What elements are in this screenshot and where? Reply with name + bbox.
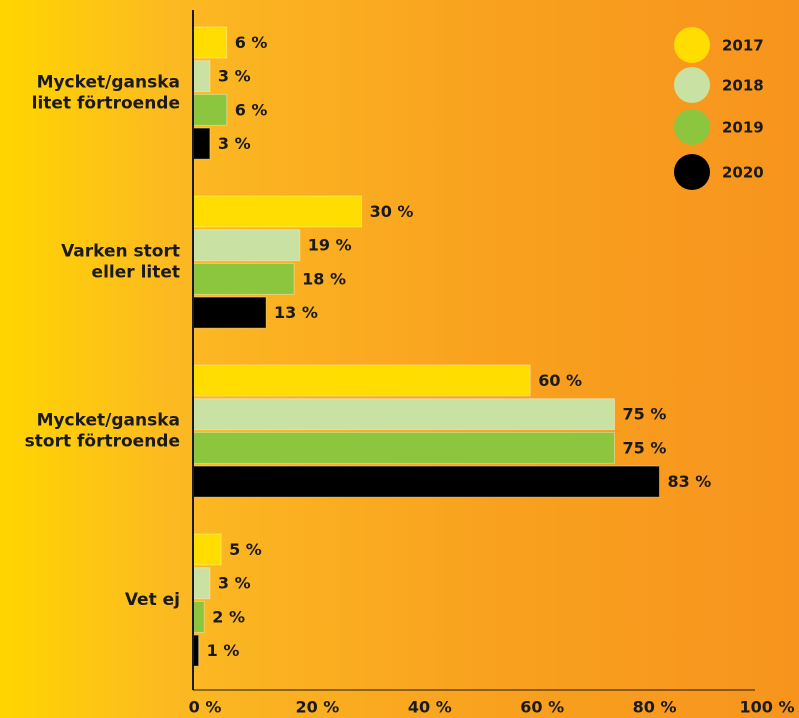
category-label: Mycket/ganska <box>37 411 180 431</box>
bar <box>192 431 615 464</box>
x-tick-label: 40 % <box>408 698 452 717</box>
data-label: 3 % <box>218 67 251 86</box>
bar <box>192 398 615 431</box>
category-label: eller litet <box>92 263 180 283</box>
legend-label: 2019 <box>722 119 764 137</box>
bar <box>192 262 295 295</box>
category-label: Varken stort <box>61 242 180 262</box>
category-label: litet förtroende <box>32 94 180 114</box>
bar <box>192 229 301 262</box>
data-label: 30 % <box>370 202 414 221</box>
data-label: 6 % <box>235 100 268 119</box>
bar <box>192 26 228 59</box>
legend-swatch <box>674 27 710 63</box>
bar <box>192 60 211 93</box>
bar <box>192 195 363 228</box>
bar <box>192 364 531 397</box>
data-label: 75 % <box>623 405 667 424</box>
data-label: 13 % <box>274 303 318 322</box>
bar <box>192 93 228 126</box>
bar <box>192 533 222 566</box>
x-tick-label: 0 % <box>189 698 222 717</box>
data-label: 75 % <box>623 438 667 457</box>
data-label: 6 % <box>235 33 268 52</box>
category-label: stort förtroende <box>25 432 180 452</box>
legend-swatch <box>674 67 710 103</box>
bar <box>192 127 211 160</box>
bar <box>192 296 267 329</box>
x-tick-label: 20 % <box>295 698 339 717</box>
x-tick-label: 100 % <box>740 698 795 717</box>
data-label: 60 % <box>538 371 582 390</box>
category-label: Mycket/ganska <box>37 73 180 93</box>
bar <box>192 567 211 600</box>
data-label: 19 % <box>308 236 352 255</box>
data-label: 18 % <box>302 269 346 288</box>
data-label: 3 % <box>218 574 251 593</box>
bar <box>192 600 205 633</box>
data-label: 83 % <box>667 472 711 491</box>
bar <box>192 465 660 498</box>
legend-swatch <box>674 109 710 145</box>
legend-swatch <box>674 154 710 190</box>
data-label: 1 % <box>207 641 240 660</box>
x-tick-label: 80 % <box>633 698 677 717</box>
category-label: Vet ej <box>125 590 180 610</box>
data-label: 2 % <box>212 607 245 626</box>
legend-label: 2018 <box>722 77 764 95</box>
legend-label: 2017 <box>722 37 764 55</box>
legend-label: 2020 <box>722 164 764 182</box>
x-tick-label: 60 % <box>520 698 564 717</box>
data-label: 5 % <box>229 540 262 559</box>
data-label: 3 % <box>218 134 251 153</box>
